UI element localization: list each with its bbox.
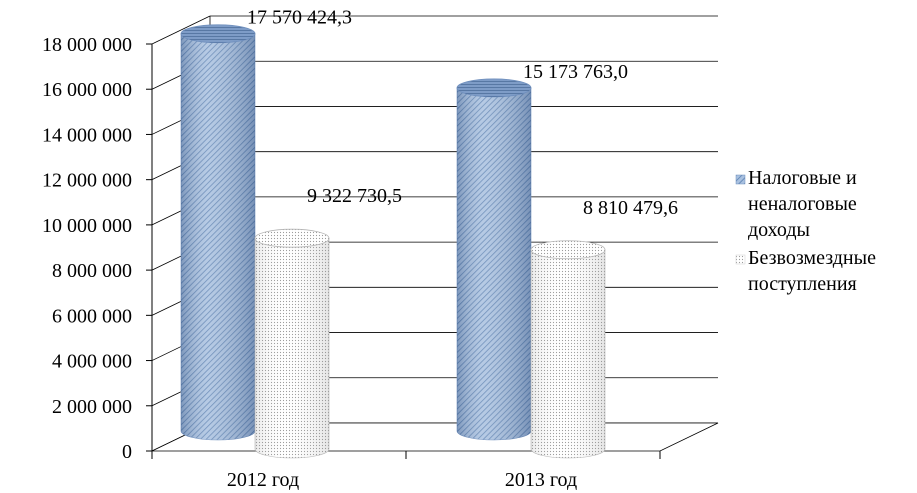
y-tick-label: 16 000 000: [42, 79, 132, 101]
y-tick-label: 10 000 000: [42, 215, 132, 237]
bar-0-1: [456, 78, 532, 441]
y-axis-ticks: 0 2 000 000 4 000 000 6 000 000 8 000 000 10 …: [42, 34, 132, 463]
bar-0-0: [180, 24, 256, 441]
legend-label: поступления: [748, 273, 857, 295]
y-tick-label: 18 000 000: [42, 34, 132, 56]
data-labels: 17 570 424,3 9 322 730,5 15 173 763,0 8 810…: [247, 7, 678, 219]
bar-1-1: [530, 240, 606, 459]
y-tick-label: 14 000 000: [42, 124, 132, 146]
cylinder-shading: [181, 33, 255, 440]
legend-label: Безвозмездные: [748, 247, 876, 269]
y-tick-label: 12 000 000: [42, 170, 132, 192]
legend-label: Налоговые и: [748, 167, 857, 189]
legend-label: неналоговые: [748, 193, 857, 215]
legend-swatch: [735, 174, 746, 185]
cylinder-shading: [255, 238, 329, 458]
legend-item-1: Безвозмездные поступления: [735, 247, 876, 295]
cylinder-top: [254, 228, 330, 248]
data-label-1-0: 9 322 730,5: [307, 185, 402, 207]
data-label-1-1: 8 810 479,6: [583, 197, 678, 219]
data-label-0-1: 15 173 763,0: [523, 61, 628, 83]
legend-item-0: Налоговые и неналоговые доходы: [735, 167, 857, 241]
cylinder-top: [530, 240, 606, 260]
cylinder-top: [456, 78, 532, 98]
y-tick-label: 4 000 000: [52, 351, 132, 373]
cylinder-top: [180, 24, 256, 44]
gridline-side: [151, 15, 211, 45]
y-tick-label: 2 000 000: [52, 396, 132, 418]
bars: [180, 24, 606, 459]
y-tick-label: 8 000 000: [52, 260, 132, 282]
bar-1-0: [254, 228, 330, 459]
y-tick-label: 0: [122, 441, 132, 463]
category-label: 2013 год: [505, 469, 577, 491]
legend-swatch: [735, 254, 746, 265]
data-label-0-0: 17 570 424,3: [247, 7, 352, 29]
cylinder-shading: [457, 87, 531, 440]
legend-label: доходы: [748, 219, 810, 241]
legend: Налоговые и неналоговые доходы Безвозмездны…: [735, 167, 876, 295]
x-axis-categories: 2012 год 2013 год: [227, 469, 577, 491]
cylinder-shading: [531, 249, 605, 458]
category-label: 2012 год: [227, 469, 299, 491]
y-tick-label: 6 000 000: [52, 305, 132, 327]
